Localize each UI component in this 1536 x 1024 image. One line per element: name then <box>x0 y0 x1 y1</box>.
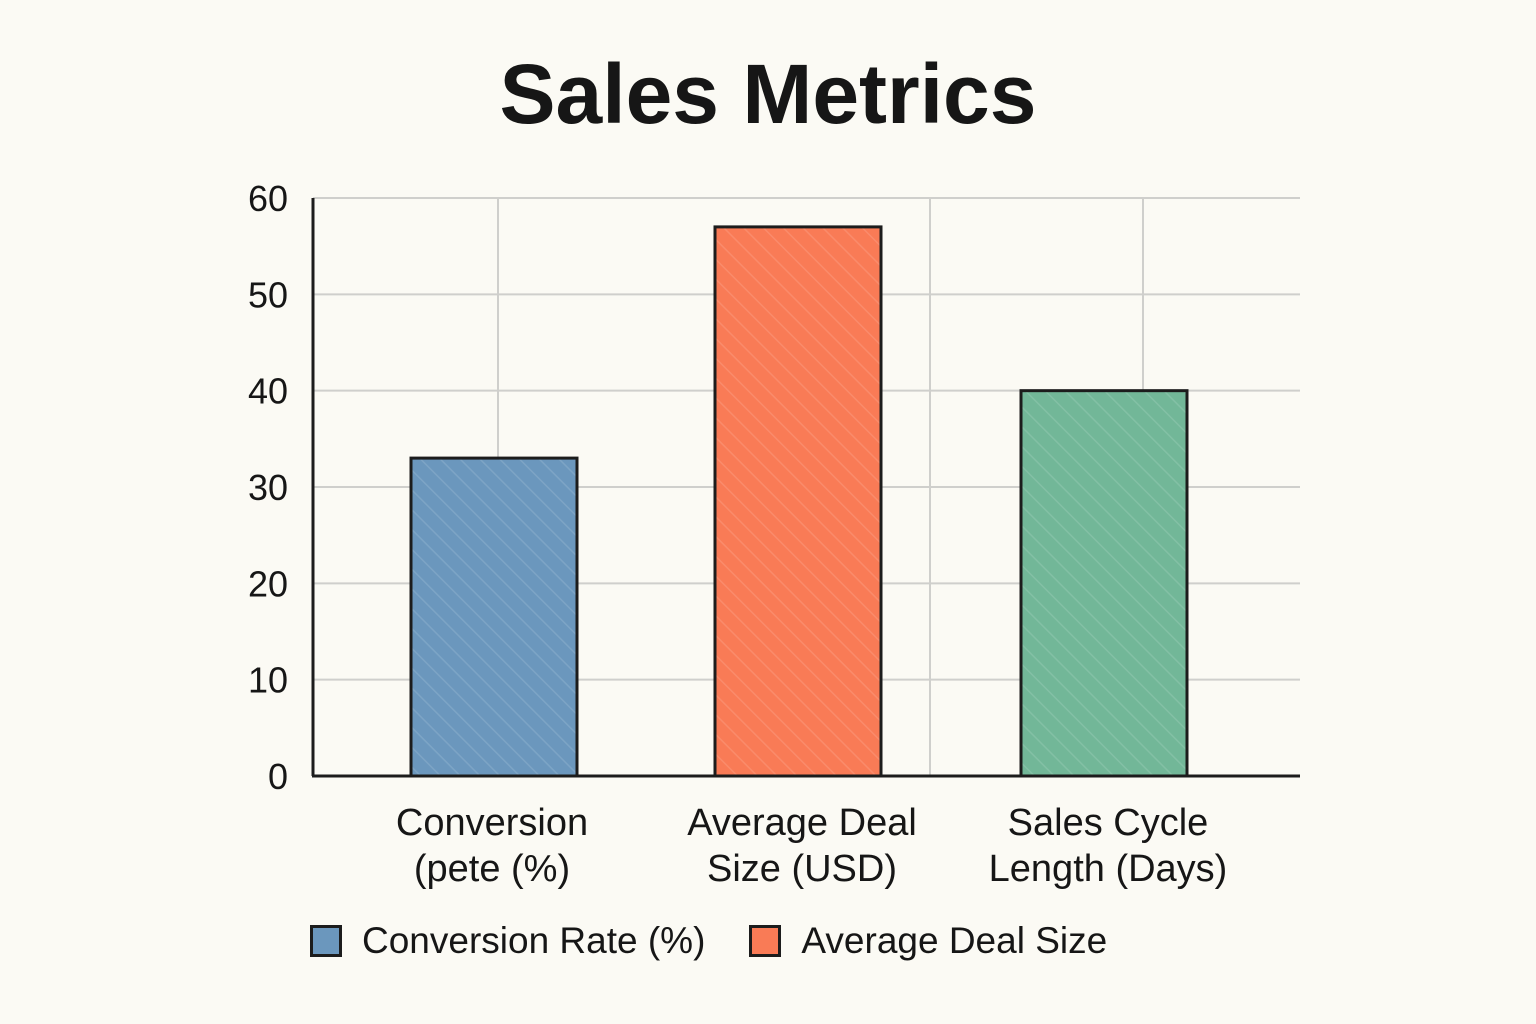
legend-swatch-icon <box>749 925 782 957</box>
x-tick-label-line: Length (Days) <box>988 848 1228 890</box>
y-tick-label: 50 <box>248 274 288 315</box>
legend-swatch-icon <box>310 925 342 957</box>
x-tick-label-line: Sales Cycle <box>1007 802 1209 844</box>
y-tick-label: 30 <box>248 467 288 508</box>
x-tick-label-line: Size (USD) <box>706 848 898 890</box>
chart-title: Sales Metrics <box>499 47 1037 141</box>
y-tick-label: 0 <box>268 756 288 797</box>
x-tick-label-line: Conversion <box>395 802 589 844</box>
bar-2 <box>1019 389 1189 778</box>
x-tick-label-average-deal-size: Average Deal Size (USD) <box>652 800 952 892</box>
bar-0 <box>409 456 579 778</box>
y-tick-label: 20 <box>248 563 288 604</box>
x-tick-label-line: (pete (%) <box>413 848 571 890</box>
x-tick-label-conversion: Conversion (pete (%) <box>342 800 642 892</box>
x-tick-label-sales-cycle-length: Sales Cycle Length (Days) <box>958 800 1258 892</box>
chart-legend: Conversion Rate (%) Average Deal Size <box>310 918 1107 964</box>
legend-item-conversion-rate: Conversion Rate (%) <box>310 920 705 962</box>
y-tick-label: 10 <box>248 660 288 701</box>
x-tick-label-line: Average Deal <box>687 802 917 844</box>
bar-1 <box>713 225 883 778</box>
legend-label: Conversion Rate (%) <box>362 920 706 961</box>
legend-label: Average Deal Size <box>801 920 1108 961</box>
y-tick-label: 40 <box>248 371 288 412</box>
y-tick-label: 60 <box>248 178 288 219</box>
legend-item-average-deal-size: Average Deal Size <box>749 920 1107 962</box>
